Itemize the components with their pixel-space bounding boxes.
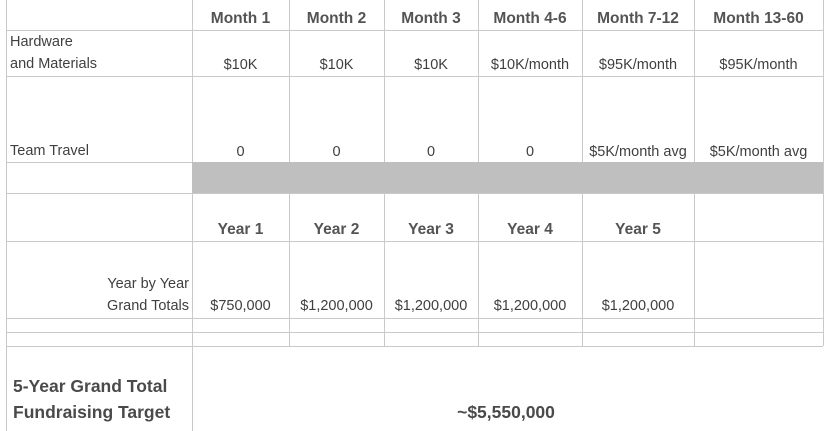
month-header: Month 2 — [306, 10, 367, 27]
table-cell: $5K/month avg — [589, 144, 687, 160]
grand-total-label: 5-Year Grand Total — [13, 376, 168, 396]
year-header: Year 2 — [313, 221, 360, 238]
table-cell: 0 — [426, 144, 436, 160]
year-header: Year 4 — [507, 221, 553, 238]
year-header: Year 5 — [615, 221, 661, 238]
row-label: Year by Year — [107, 276, 189, 292]
row-label: Team Travel — [10, 143, 89, 159]
row-label: Grand Totals — [107, 298, 189, 314]
grid-hline — [6, 193, 823, 194]
table-cell: $10K/month — [490, 57, 570, 73]
table-cell: $10K — [414, 57, 448, 73]
month-header: Month 3 — [401, 10, 461, 27]
table-cell: 0 — [236, 144, 245, 160]
month-header: Month 7-12 — [597, 10, 679, 27]
table-cell: 0 — [332, 144, 341, 160]
row-label: and Materials — [10, 56, 98, 72]
year-header: Year 3 — [408, 221, 454, 238]
year-header: Year 1 — [217, 221, 264, 238]
table-cell: $750,000 — [210, 298, 271, 314]
grid-vline — [192, 0, 193, 431]
grid-hline — [6, 332, 823, 333]
grid-vline — [6, 0, 7, 431]
grid-vline — [823, 0, 824, 346]
table-cell: $95K/month — [719, 57, 798, 73]
separator-band — [192, 162, 823, 193]
grid-hline — [6, 346, 823, 347]
grand-total-label: Fundraising Target — [13, 402, 171, 422]
month-header: Month 13-60 — [713, 10, 804, 27]
month-header: Month 4-6 — [493, 10, 567, 27]
table-cell: $10K — [319, 57, 354, 73]
month-header: Month 1 — [210, 10, 271, 27]
table-cell: $10K — [223, 57, 258, 73]
grid-hline — [6, 30, 823, 31]
table-cell: $1,200,000 — [300, 298, 373, 314]
grid-hline — [6, 76, 823, 77]
grid-hline — [6, 241, 823, 242]
row-label: Hardware — [10, 34, 73, 50]
table-cell: $95K/month — [598, 57, 678, 73]
table-cell: $1,200,000 — [493, 298, 567, 314]
grand-total-value: ~$5,550,000 — [457, 402, 555, 422]
table-cell: 0 — [525, 144, 535, 160]
table-cell: $1,200,000 — [394, 298, 468, 314]
table-cell: $5K/month avg — [709, 144, 808, 160]
table-cell: $1,200,000 — [601, 298, 675, 314]
grid-hline — [6, 318, 823, 319]
